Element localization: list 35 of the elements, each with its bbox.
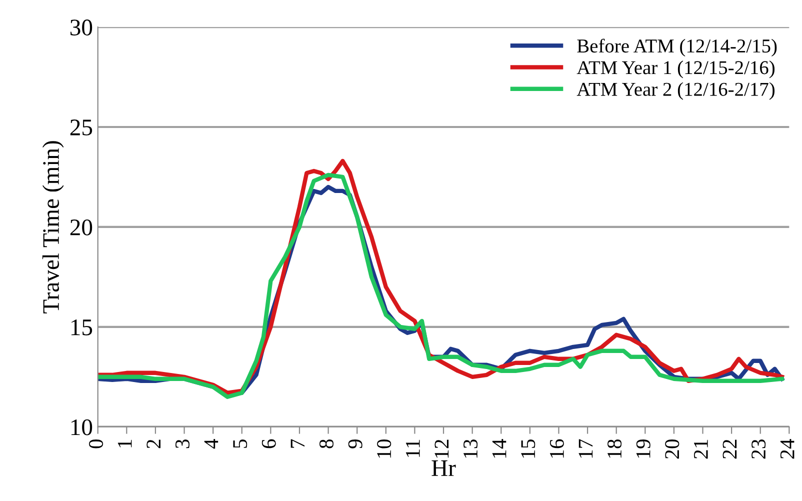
x-tick-label: 10 <box>377 439 392 458</box>
x-tick-label: 19 <box>636 440 650 458</box>
legend-label: Before ATM (12/14-2/15) <box>577 38 777 57</box>
legend-label: ATM Year 1 (12/15-2/16) <box>576 60 775 78</box>
x-tick-label: 18 <box>607 439 622 458</box>
x-tick-label: 12 <box>434 440 449 458</box>
x-tick-label: 13 <box>464 439 478 458</box>
x-tick-label: 20 <box>665 439 680 459</box>
x-tick-label: 21 <box>694 440 708 459</box>
y-tick-label: 15 <box>71 320 92 336</box>
x-tick-label: 9 <box>348 440 362 448</box>
y-tick-label: 30 <box>70 20 92 36</box>
x-tick-label: 2 <box>146 440 160 448</box>
x-tick-label: 11 <box>406 440 420 457</box>
x-tick-label: 7 <box>290 439 304 448</box>
x-tick-label: 1 <box>118 440 132 448</box>
x-tick-label: 22 <box>722 440 737 459</box>
x-tick-label: 15 <box>521 439 536 458</box>
x-tick-label: 5 <box>233 439 248 448</box>
x-tick-label: 14 <box>492 438 506 458</box>
x-tick-label: 4 <box>204 438 218 449</box>
x-tick-label: 0 <box>89 439 104 448</box>
y-tick-label: 10 <box>71 419 92 436</box>
x-tick-label: 17 <box>578 439 593 458</box>
legend-label: ATM Year 2 (12/16-2/17) <box>576 82 775 100</box>
y-tick-label: 25 <box>70 120 92 136</box>
x-tick-label: 3 <box>175 439 190 448</box>
x-tick-label: 24 <box>780 438 794 459</box>
x-tick-label: 6 <box>262 439 276 448</box>
x-axis-title: Hr <box>432 460 456 476</box>
x-tick-label: 16 <box>550 439 564 458</box>
y-tick-label: 20 <box>70 219 92 236</box>
y-axis-title: Travel Time (min) <box>42 141 64 314</box>
x-tick-label: 23 <box>752 439 766 459</box>
x-tick-label: 8 <box>319 439 334 448</box>
